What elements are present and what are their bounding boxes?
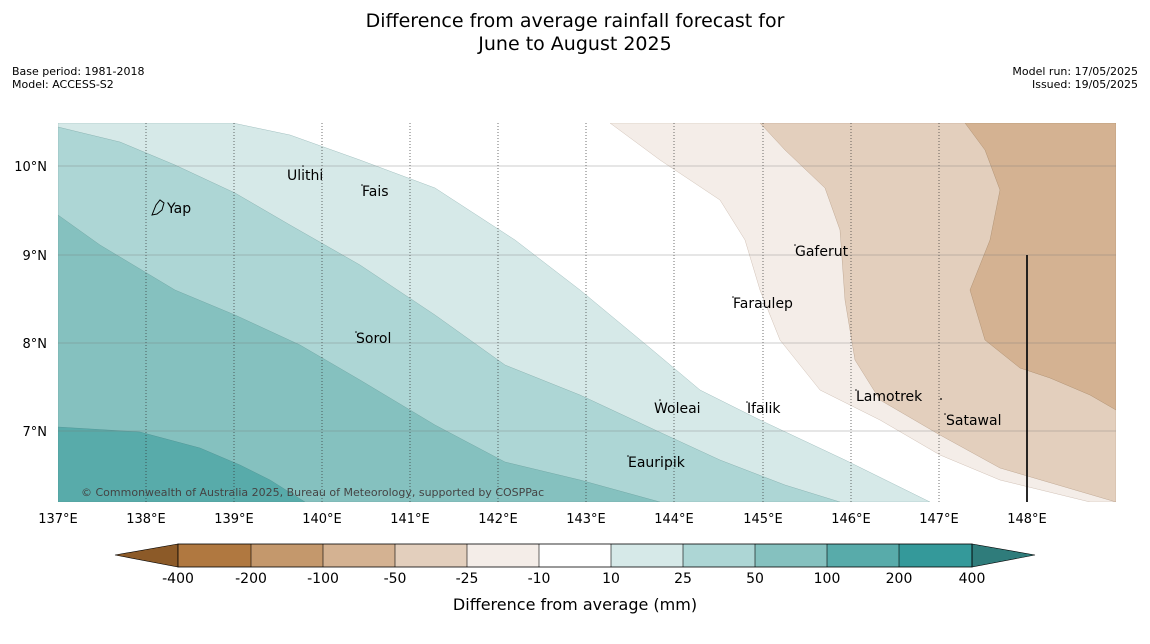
- colorbar: -400 -200 -100 -50 -25 -10 10 25 50 100 …: [114, 543, 1036, 614]
- place-marker: [627, 455, 629, 457]
- x-tick-label: 138°E: [126, 512, 166, 527]
- colorbar-tick-label: -10: [528, 571, 551, 587]
- colorbar-swatch: [611, 544, 683, 567]
- place-marker: [794, 244, 796, 246]
- colorbar-tick-label: -200: [235, 571, 267, 587]
- base-period: Base period: 1981-2018: [12, 65, 145, 78]
- colorbar-tick-label: -400: [162, 571, 194, 587]
- band-50-100: [58, 214, 661, 502]
- x-tick-label: 137°E: [38, 512, 78, 527]
- place-woleai: Woleai: [654, 401, 701, 417]
- place-labels: Yap Ulithi Fais Sorol Gaferut Faraulep W…: [166, 165, 1001, 471]
- colorbar-tick-label: -100: [307, 571, 339, 587]
- colorbar-arrow-dry: [114, 543, 179, 568]
- colorbar-swatch: [323, 544, 395, 567]
- y-tick-label: 10°N: [14, 160, 47, 175]
- colorbar-arrow-wet: [971, 543, 1036, 568]
- place-sorol: Sorol: [356, 331, 391, 347]
- colorbar-tick-label: 400: [959, 571, 986, 587]
- place-marker: [746, 401, 748, 403]
- yap-island-shape: [151, 199, 165, 216]
- place-marker: [944, 413, 946, 415]
- colorbar-title: Difference from average (mm): [453, 595, 697, 614]
- x-tick-label: 145°E: [743, 512, 783, 527]
- map-title: Difference from average rainfall forecas…: [0, 10, 1150, 56]
- colorbar-swatch: [899, 544, 972, 567]
- place-gaferut: Gaferut: [795, 244, 849, 260]
- colorbar-tick-label: 100: [814, 571, 841, 587]
- colorbar-swatch: [539, 544, 611, 567]
- place-fais: Fais: [362, 184, 389, 200]
- y-axis-labels: 10°N 9°N 8°N 7°N: [14, 160, 47, 440]
- title-line-1: Difference from average rainfall forecas…: [365, 10, 785, 32]
- colorbar-swatch: [755, 544, 827, 567]
- x-tick-label: 146°E: [831, 512, 871, 527]
- colorbar-tick-label: 200: [886, 571, 913, 587]
- x-tick-label: 142°E: [478, 512, 518, 527]
- place-ifalik: Ifalik: [747, 401, 781, 417]
- place-lamotrek: Lamotrek: [856, 389, 923, 405]
- x-axis-labels: 137°E 138°E 139°E 140°E 141°E 142°E 143°…: [38, 512, 1047, 527]
- colorbar-tick-label: 50: [746, 571, 764, 587]
- band-100-200: [58, 426, 306, 502]
- place-eauripik: Eauripik: [628, 455, 686, 471]
- colorbar-swatch: [467, 544, 539, 567]
- x-tick-label: 140°E: [302, 512, 342, 527]
- colorbar-swatch: [827, 544, 899, 567]
- place-marker: [302, 165, 304, 167]
- colorbar-tick-label: 10: [602, 571, 620, 587]
- x-tick-label: 139°E: [214, 512, 254, 527]
- place-marker: [659, 399, 661, 401]
- colorbar-tick-label: -50: [384, 571, 407, 587]
- colorbar-swatch: [395, 544, 467, 567]
- y-tick-label: 8°N: [23, 337, 48, 352]
- colorbar-swatch: [251, 544, 323, 567]
- model-name: Model: ACCESS-S2: [12, 78, 114, 91]
- band-minus50-minus100: [964, 123, 1116, 411]
- colorbar-outline: [177, 543, 973, 568]
- place-marker: [355, 331, 357, 333]
- colorbar-swatch: [178, 544, 251, 567]
- place-ulithi: Ulithi: [287, 168, 323, 184]
- place-marker: [732, 296, 734, 298]
- colorbar-tick-label: -25: [456, 571, 479, 587]
- base-info: Base period: 1981-2018 Model: ACCESS-S2: [12, 65, 144, 91]
- place-marker: [361, 184, 363, 186]
- place-satawal: Satawal: [946, 413, 1001, 429]
- x-tick-label: 143°E: [566, 512, 606, 527]
- run-info: Model run: 17/05/2025 Issued: 19/05/2025: [1012, 65, 1138, 91]
- title-line-2: June to August 2025: [478, 33, 672, 55]
- y-tick-label: 7°N: [23, 425, 48, 440]
- graticule: [58, 123, 1116, 502]
- x-tick-label: 141°E: [390, 512, 430, 527]
- place-yap: Yap: [166, 201, 191, 217]
- place-faraulep: Faraulep: [733, 296, 793, 312]
- colorbar-tick-label: 25: [674, 571, 692, 587]
- x-tick-label: 147°E: [919, 512, 959, 527]
- copyright-notice: © Commonwealth of Australia 2025, Bureau…: [81, 486, 544, 499]
- y-tick-label: 9°N: [23, 249, 48, 264]
- place-marker: [940, 398, 942, 400]
- x-tick-label: 148°E: [1007, 512, 1047, 527]
- model-run: Model run: 17/05/2025: [1012, 65, 1138, 78]
- place-marker: [855, 389, 857, 391]
- issued-date: Issued: 19/05/2025: [1031, 78, 1138, 91]
- colorbar-swatch: [683, 544, 755, 567]
- map-area: [58, 123, 1116, 502]
- x-tick-label: 144°E: [654, 512, 694, 527]
